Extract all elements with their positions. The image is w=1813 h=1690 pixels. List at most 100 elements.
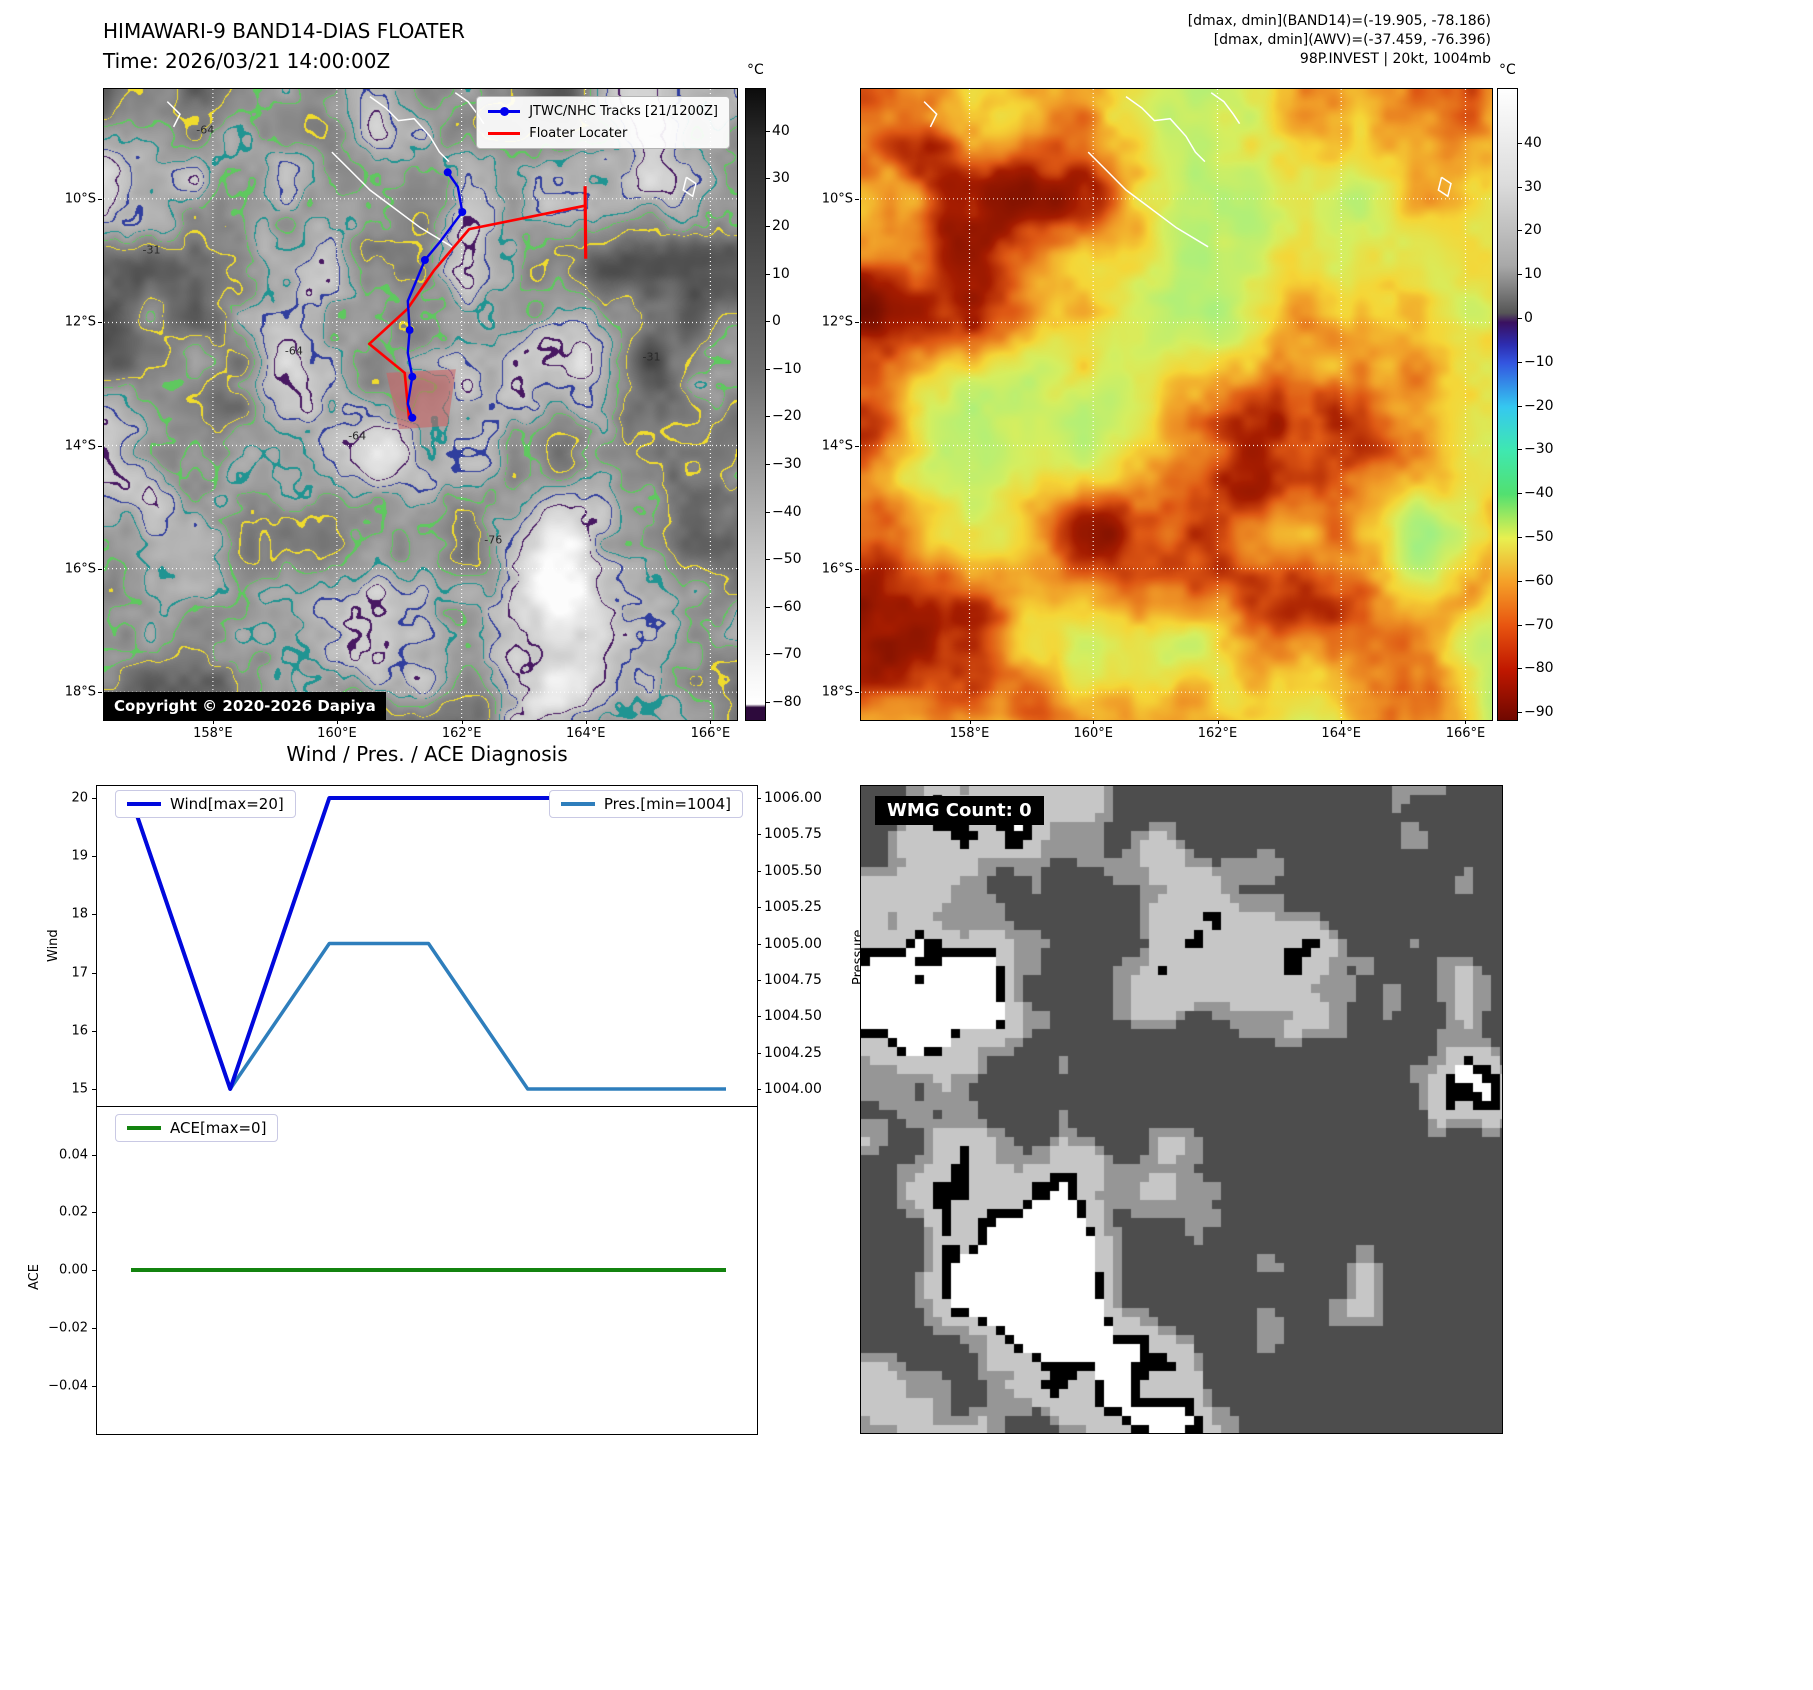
x-tick-label: 164°E bbox=[1321, 726, 1361, 741]
y-tick-label: 10°S bbox=[821, 191, 853, 207]
colorbar-tick-label: −40 bbox=[1524, 485, 1554, 502]
tick-mark bbox=[766, 654, 770, 656]
tick-mark bbox=[766, 463, 770, 465]
tick-mark bbox=[757, 979, 761, 981]
legend-row-jtwc: JTWC/NHC Tracks [21/1200Z] bbox=[488, 104, 718, 119]
tick-mark bbox=[212, 720, 214, 724]
awv-colorbar-unit: °C bbox=[1499, 62, 1516, 78]
colorbar-tick-label: −30 bbox=[772, 455, 802, 472]
wind-pressure-chart: Wind[max=20] Pres.[min=1004] bbox=[96, 785, 758, 1107]
y-tick-label: 16°S bbox=[64, 561, 96, 577]
copyright-badge: Copyright © 2020-2026 Dapiya bbox=[104, 692, 386, 720]
tick-mark bbox=[766, 701, 770, 703]
band14-title: HIMAWARI-9 BAND14-DIAS FLOATER bbox=[103, 19, 465, 43]
tick-mark bbox=[1518, 580, 1522, 582]
tick-mark bbox=[766, 368, 770, 370]
colorbar-tick-label: 40 bbox=[772, 122, 790, 139]
x-tick-label: 164°E bbox=[565, 726, 606, 741]
pressure-tick-label: 1004.75 bbox=[764, 971, 822, 988]
tick-mark bbox=[766, 321, 770, 323]
colorbar-tick-label: 0 bbox=[1524, 310, 1533, 327]
colorbar-tick-label: −50 bbox=[1524, 529, 1554, 546]
awv-header-band14-range: [dmax, dmin](BAND14)=(-19.905, -78.186) bbox=[1187, 13, 1491, 29]
tick-mark bbox=[1093, 720, 1095, 724]
tick-mark bbox=[92, 798, 96, 799]
tick-mark bbox=[98, 692, 102, 694]
pressure-legend: Pres.[min=1004] bbox=[548, 790, 743, 818]
ace-tick-label: −0.02 bbox=[48, 1320, 88, 1336]
pressure-tick-label: 1005.25 bbox=[764, 899, 822, 916]
colorbar-tick-label: 30 bbox=[772, 170, 790, 187]
contour-label: -64 bbox=[196, 123, 215, 137]
y-tick-label: 12°S bbox=[64, 314, 96, 330]
awv-colorbar bbox=[1497, 88, 1518, 721]
pressure-tick-label: 1005.00 bbox=[764, 935, 822, 952]
colorbar-tick-label: −30 bbox=[1524, 441, 1554, 458]
tick-mark bbox=[766, 226, 770, 228]
colorbar-tick-label: −60 bbox=[772, 598, 802, 615]
jtwc-track-line-icon bbox=[488, 107, 521, 116]
contour-label: -31 bbox=[142, 243, 161, 257]
tick-mark bbox=[92, 914, 96, 916]
band14-colorbar-unit: °C bbox=[747, 62, 764, 78]
tick-mark bbox=[855, 322, 859, 324]
tick-mark bbox=[336, 720, 338, 724]
wind-tick-label: 18 bbox=[71, 906, 88, 922]
tick-mark bbox=[766, 178, 770, 180]
colorbar-tick-label: −80 bbox=[772, 693, 802, 710]
band14-colorbar bbox=[745, 88, 766, 721]
tick-mark bbox=[92, 1270, 96, 1271]
y-tick-label: 18°S bbox=[64, 684, 96, 700]
tick-mark bbox=[1341, 720, 1343, 724]
wind-legend: Wind[max=20] bbox=[115, 790, 296, 818]
tick-mark bbox=[1518, 537, 1522, 539]
wind-line-icon bbox=[127, 802, 161, 806]
colorbar-tick-label: −20 bbox=[772, 408, 802, 425]
pressure-tick-label: 1004.25 bbox=[764, 1044, 822, 1061]
tick-mark bbox=[92, 1327, 96, 1329]
tick-mark bbox=[757, 798, 761, 799]
tick-mark bbox=[1518, 186, 1522, 188]
tick-mark bbox=[92, 856, 96, 858]
tick-mark bbox=[969, 720, 971, 724]
x-tick-label: 162°E bbox=[441, 726, 482, 741]
tick-mark bbox=[92, 1030, 96, 1032]
tick-mark bbox=[766, 273, 770, 275]
wind-tick-label: 16 bbox=[71, 1023, 88, 1039]
tick-mark bbox=[855, 198, 859, 200]
tick-mark bbox=[585, 720, 587, 724]
tick-mark bbox=[92, 1089, 96, 1090]
tick-mark bbox=[1518, 405, 1522, 407]
tick-mark bbox=[98, 322, 102, 324]
tick-mark bbox=[766, 559, 770, 561]
tick-mark bbox=[757, 1089, 761, 1090]
tick-mark bbox=[1518, 274, 1522, 276]
ace-line-icon bbox=[127, 1126, 161, 1130]
tick-mark bbox=[98, 198, 102, 200]
pressure-tick-label: 1005.50 bbox=[764, 862, 822, 879]
colorbar-tick-label: −10 bbox=[1524, 353, 1554, 370]
colorbar-tick-label: −60 bbox=[1524, 572, 1554, 589]
colorbar-tick-label: 40 bbox=[1524, 134, 1542, 151]
contour-label: -64 bbox=[284, 344, 303, 358]
wind-tick-label: 19 bbox=[71, 848, 88, 864]
floater-label: Floater Locater bbox=[529, 126, 628, 141]
tick-mark bbox=[1217, 720, 1219, 724]
colorbar-tick-label: −70 bbox=[772, 646, 802, 663]
tick-mark bbox=[766, 416, 770, 418]
ace-chart: ACE[max=0] bbox=[96, 1106, 758, 1435]
tick-mark bbox=[1518, 449, 1522, 451]
tick-mark bbox=[92, 1154, 96, 1156]
band14-map-overlay bbox=[104, 89, 737, 720]
colorbar-tick-label: −70 bbox=[1524, 616, 1554, 633]
ace-tick-label: 0.00 bbox=[59, 1262, 88, 1278]
wmg-grid-image bbox=[861, 786, 1502, 1433]
awv-header-block: [dmax, dmin](BAND14)=(-19.905, -78.186) … bbox=[1000, 12, 1491, 69]
colorbar-tick-label: −50 bbox=[772, 551, 802, 568]
pressure-line-icon bbox=[560, 802, 595, 806]
tick-mark bbox=[1518, 318, 1522, 320]
awv-header-awv-range: [dmax, dmin](AWV)=(-37.459, -76.396) bbox=[1213, 32, 1491, 48]
colorbar-tick-label: 20 bbox=[1524, 222, 1542, 239]
ace-tick-label: 0.02 bbox=[59, 1204, 88, 1220]
x-tick-label: 166°E bbox=[690, 726, 731, 741]
